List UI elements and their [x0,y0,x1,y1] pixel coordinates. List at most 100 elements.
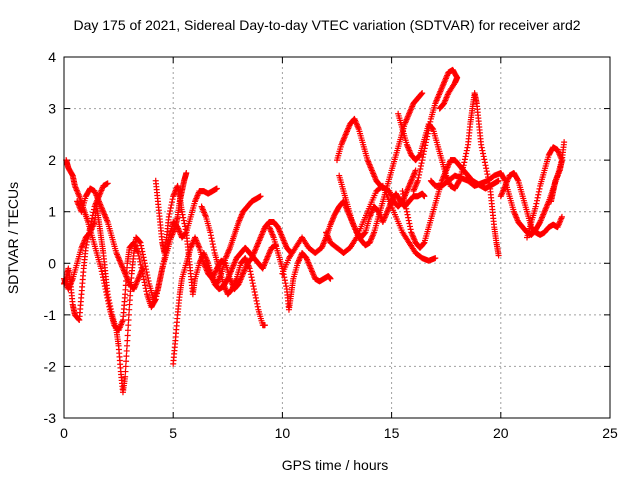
data-point [126,306,133,313]
data-point [405,214,412,221]
data-point [419,90,426,97]
data-point [137,258,144,265]
series-track-1 [61,180,111,324]
data-point [407,226,414,233]
data-point [533,200,540,207]
data-point [247,268,254,275]
data-point [432,255,439,262]
data-point [461,156,468,163]
data-point [124,332,131,339]
data-point [495,177,502,184]
y-tick-label: -3 [44,410,57,426]
plot-frame [63,56,611,419]
data-point [403,205,410,212]
data-point [168,199,175,206]
y-tick-label: 3 [48,101,56,117]
y-tick-label: 1 [48,204,56,220]
data-point [252,291,259,298]
data-point [98,265,105,272]
data-point [251,286,258,293]
data-point [125,317,132,324]
series-track-10 [336,90,426,249]
data-point [156,280,163,287]
data-point [208,235,215,242]
data-point [178,208,185,215]
data-point [75,316,82,323]
data-point [283,283,290,290]
data-point [429,125,436,132]
data-point [416,152,423,159]
data-point [421,193,428,200]
data-point [401,196,408,203]
data-point [272,242,279,249]
data-point [136,238,143,245]
data-point [248,274,255,281]
data-point [251,289,258,296]
data-point [404,211,411,218]
data-point [482,162,489,169]
data-point [144,272,151,279]
data-point [139,265,146,272]
data-point [140,254,147,261]
data-point [412,167,419,174]
data-point [106,300,113,307]
data-point [141,279,148,286]
data-point [257,193,264,200]
data-point [418,160,425,167]
data-point [122,368,129,375]
series-track-14 [395,90,502,259]
data-point [536,185,543,192]
data-point [108,308,115,315]
data-point [182,223,189,230]
data-point [143,269,150,276]
data-point [361,230,368,237]
data-point [533,197,540,204]
data-point [402,199,409,206]
data-point [124,337,131,344]
data-point [125,322,132,329]
data-point [464,144,471,151]
data-point [213,185,220,192]
data-point [246,265,253,272]
data-point [327,275,334,282]
data-point [418,90,425,97]
data-point [140,273,147,280]
data-point [158,271,165,278]
data-point [123,358,130,365]
data-point [140,276,147,283]
grid [64,57,610,418]
data-point [399,188,406,195]
data-point [416,171,423,178]
data-point [154,286,161,293]
data-point [138,245,145,252]
y-tick-label: -1 [44,307,57,323]
data-point [183,170,190,177]
data-point [169,196,176,203]
data-point [135,252,142,259]
series-track-11 [323,182,439,264]
data-point [105,297,112,304]
data-point [416,168,423,175]
series-track-15 [427,139,568,238]
y-axis-label: SDTVAR / TECUs [5,182,21,294]
data-point [461,159,468,166]
data-point [558,213,565,220]
data-point [207,232,214,239]
data-point [483,168,490,175]
data-point [144,275,151,282]
data-point [104,291,111,298]
data-point [98,268,105,275]
data-point [141,260,148,267]
data-point [167,207,174,214]
data-point [532,203,539,210]
x-tick-label: 25 [602,425,618,441]
data-point [123,353,130,360]
data-point [535,188,542,195]
data-point [250,283,257,290]
data-point [122,363,129,370]
data-point [168,202,175,209]
series-track-9 [334,115,419,210]
data-point [165,213,172,220]
series-track-19 [202,242,279,293]
data-point [181,220,188,227]
